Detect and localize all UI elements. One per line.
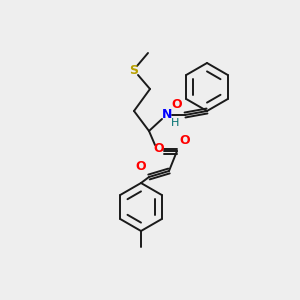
Text: O: O: [136, 160, 146, 173]
Text: O: O: [154, 142, 164, 155]
Text: H: H: [171, 118, 179, 128]
Text: N: N: [162, 109, 172, 122]
Text: S: S: [130, 64, 139, 77]
Text: O: O: [172, 98, 182, 112]
Text: O: O: [180, 134, 190, 148]
